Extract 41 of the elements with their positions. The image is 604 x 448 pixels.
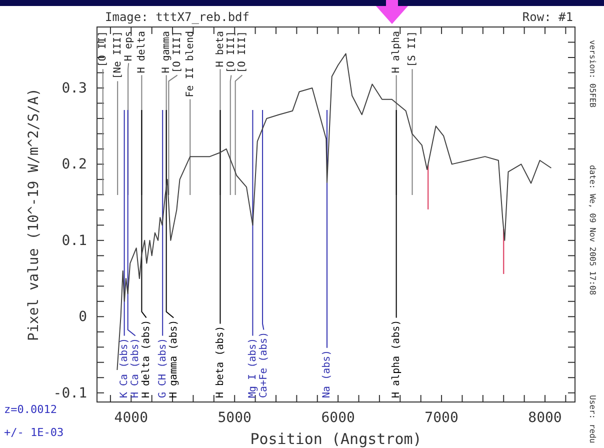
ref-line-label: H gamma [161,31,172,74]
ref-line-label: Mg I (abs) [247,338,258,398]
ref-line-label: [S II] [406,31,418,68]
ref-line-label: H delta (abs) [141,320,152,398]
ref-line-label: Fe II blend [184,31,196,98]
ref-line-label: [O III] [236,31,248,74]
text: version: 05FEB [588,40,597,108]
ref-line-label: H eps [123,31,134,62]
text: +/- 1E-03 [4,426,64,439]
ref-line-label: [O II] [98,31,109,68]
x-tick-label: 7000 [424,410,458,426]
x-tick-label: 5000 [218,410,252,426]
ref-line-label: H alpha (abs) [391,320,402,398]
ref-line-label: [Ne III] [112,31,124,80]
y-axis-title: Pixel value (10^-19 W/m^2/S/A) [26,88,42,341]
x-tick-label: 4000 [114,410,148,426]
ref-line-label: H alpha [391,31,402,74]
ref-line-label: G CH (abs) [157,338,168,398]
ref-line-label: H beta (abs) [214,326,226,398]
ref-line-label: H gamma (abs) [168,320,180,398]
text: User: redu [588,395,597,444]
ref-line-label: [O III] [172,31,184,74]
y-tick-label: 0.1 [62,232,87,249]
ref-line-label: H beta [214,31,226,68]
ref-line-label: K Ca (abs) [119,338,130,398]
x-axis-title: Position (Angstrom) [250,430,422,448]
ref-line-label: H delta [136,31,148,74]
ref-line-label: [O III] [226,31,237,74]
ref-line-label: H Ca (abs) [130,338,142,398]
y-tick-label: 0 [78,309,87,326]
y-tick-label: 0.3 [62,80,87,96]
chart-title: Image: tttX7_reb.bdf [105,10,250,24]
x-tick-label: 8000 [528,410,562,426]
text: date: We, 09 Nov 2005 17:08 [588,165,597,296]
x-tick-label: 6000 [321,410,355,426]
y-tick-label: -0.1 [53,385,87,402]
y-tick-label: 0.2 [62,156,87,173]
ref-line-label: Na (abs) [322,350,333,398]
text: z=0.0012 [4,403,57,416]
text: Row: #1 [522,10,573,24]
ref-line-label: Ca+Fe (abs) [258,332,270,398]
